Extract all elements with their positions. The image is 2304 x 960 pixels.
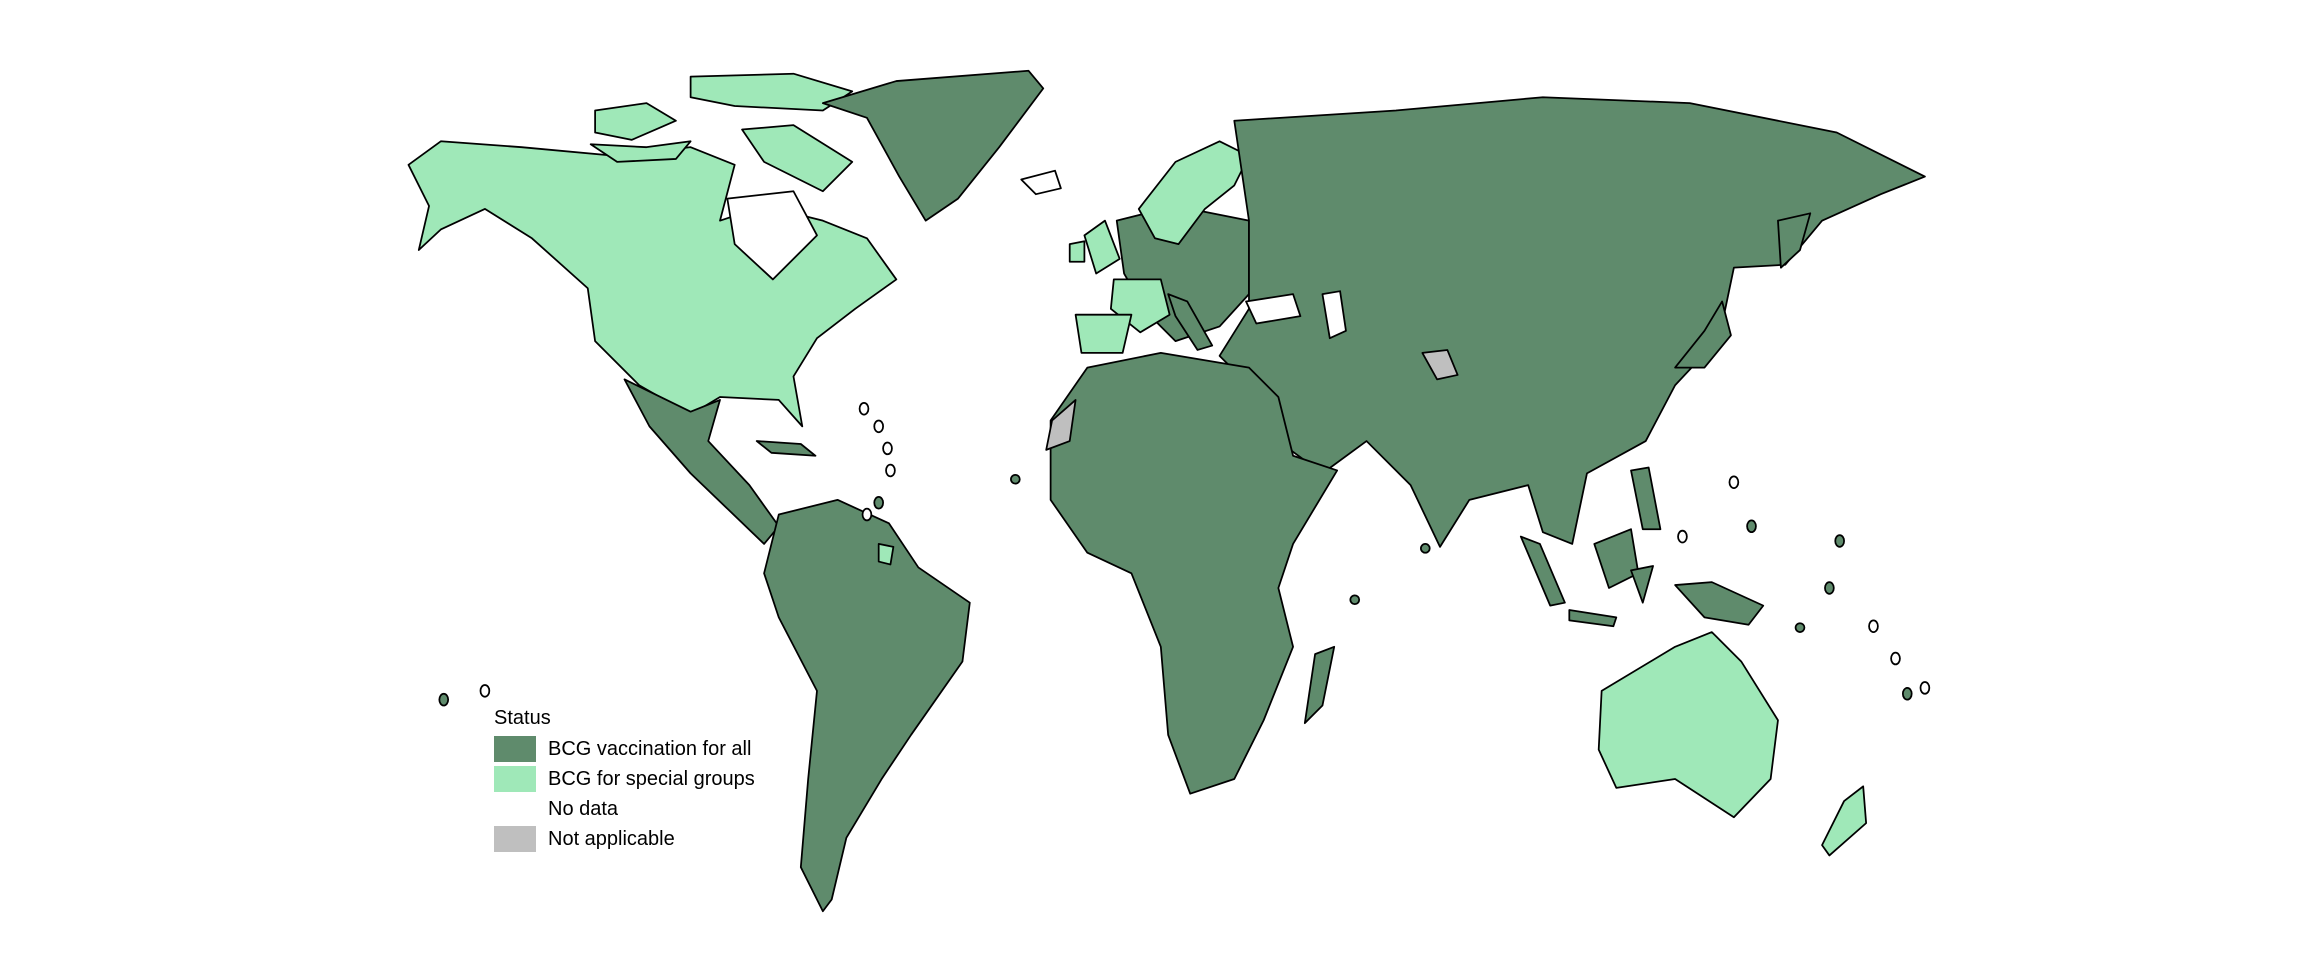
region-hudson-bay <box>726 190 818 281</box>
region-arctic-islands-2 <box>689 72 854 112</box>
region-south-america <box>763 498 971 913</box>
region-western-sahara <box>1045 399 1077 451</box>
legend-swatch <box>494 766 536 792</box>
region-island <box>858 401 870 416</box>
region-new-guinea <box>1674 581 1765 626</box>
legend-item-special-groups: BCG for special groups <box>494 764 755 794</box>
region-island <box>873 419 884 434</box>
region-new-zealand <box>1821 785 1868 857</box>
region-island <box>438 692 450 707</box>
region-island <box>861 507 873 522</box>
region-island <box>1677 529 1688 544</box>
legend-item-no-data: No data <box>494 794 755 824</box>
region-island <box>479 684 491 698</box>
legend-swatch <box>494 796 536 822</box>
region-black-sea <box>1245 293 1302 325</box>
region-island <box>1919 681 1931 695</box>
region-island <box>1868 619 1879 633</box>
region-arctic-islands-3 <box>741 124 854 193</box>
region-island <box>885 463 896 478</box>
region-island <box>1010 473 1021 485</box>
legend-label: BCG for special groups <box>548 767 755 790</box>
region-australia <box>1597 631 1779 819</box>
region-island <box>1794 622 1806 633</box>
region-ireland <box>1068 240 1086 263</box>
region-scandinavia <box>1137 140 1250 246</box>
region-uk <box>1083 219 1121 275</box>
region-philippines <box>1630 466 1662 531</box>
legend-swatch <box>494 736 536 762</box>
region-island <box>882 441 893 456</box>
legend-label: Not applicable <box>548 827 675 850</box>
region-arctic-islands-1 <box>594 102 677 141</box>
region-island <box>1890 651 1901 666</box>
legend-label: No data <box>548 797 619 820</box>
region-island <box>1901 687 1913 701</box>
region-greenland <box>821 69 1045 222</box>
legend-label: BCG vaccination for all <box>548 737 752 760</box>
region-iceland <box>1020 169 1062 196</box>
region-island <box>1834 534 1845 548</box>
region-caspian-sea <box>1321 290 1347 340</box>
region-island <box>1349 594 1361 606</box>
region-kamchatka <box>1777 212 1812 269</box>
region-cuba <box>755 440 817 457</box>
legend-item-not-applicable: Not applicable <box>494 824 755 854</box>
region-italy <box>1167 293 1214 351</box>
legend-item-vaccination-for-all: BCG vaccination for all <box>494 734 755 764</box>
region-kashmir <box>1421 349 1459 381</box>
region-sulawesi <box>1630 565 1654 604</box>
legend: Status BCG vaccination for all BCG for s… <box>494 704 755 854</box>
region-africa <box>1049 352 1339 795</box>
region-island <box>873 496 884 510</box>
region-island <box>1824 581 1835 595</box>
region-java <box>1568 609 1618 628</box>
region-madagascar <box>1303 645 1336 725</box>
legend-title: Status <box>494 707 551 729</box>
region-iberia <box>1074 313 1133 354</box>
region-borneo <box>1593 528 1640 589</box>
legend-swatch <box>494 826 536 852</box>
region-island <box>1728 475 1740 489</box>
region-sumatra <box>1519 535 1566 607</box>
region-japan <box>1674 300 1732 369</box>
region-french-guiana <box>877 543 895 566</box>
region-island <box>1746 519 1757 534</box>
region-island <box>1420 543 1431 554</box>
region-arctic-islands-4 <box>589 140 692 163</box>
